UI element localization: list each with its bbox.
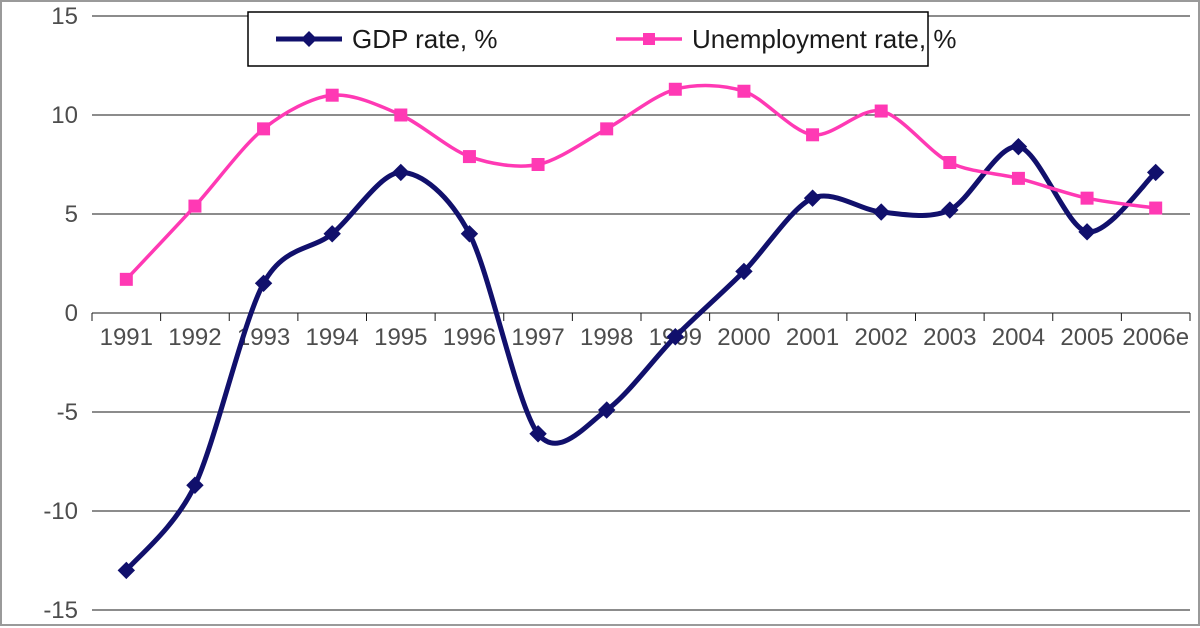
unemp-marker	[944, 157, 956, 169]
unemp-marker	[807, 129, 819, 141]
x-tick-label: 1998	[580, 324, 633, 351]
x-tick-label: 2000	[717, 324, 770, 351]
x-tick-label: 2006e	[1122, 324, 1189, 351]
unemp-marker	[875, 105, 887, 117]
y-tick-label: -10	[43, 498, 78, 525]
x-tick-label: 2005	[1060, 324, 1113, 351]
legend-swatch-marker	[643, 33, 655, 45]
legend-label: Unemployment rate, %	[692, 24, 956, 54]
x-tick-label: 1991	[100, 324, 153, 351]
x-tick-label: 1994	[305, 324, 358, 351]
x-axis-labels: 1991199219931994199519961997199819992000…	[92, 313, 1190, 351]
unemp-marker	[601, 123, 613, 135]
x-tick-label: 1996	[443, 324, 496, 351]
y-tick-label: -5	[57, 399, 78, 426]
unemp-marker	[120, 273, 132, 285]
x-tick-label: 2001	[786, 324, 839, 351]
gdp-marker	[393, 164, 409, 180]
unemp-marker	[669, 83, 681, 95]
x-tick-label: 2002	[854, 324, 907, 351]
unemp-marker	[326, 89, 338, 101]
y-tick-label: 5	[65, 201, 78, 228]
unemp-marker	[395, 109, 407, 121]
unemp-marker	[532, 159, 544, 171]
legend-label: GDP rate, %	[352, 24, 497, 54]
chart-container: -15-10-5051015 1991199219931994199519961…	[0, 0, 1200, 626]
gdp-line	[126, 147, 1155, 571]
unemp-marker	[258, 123, 270, 135]
x-tick-label: 2004	[992, 324, 1045, 351]
y-axis-labels: -15 -10 -5 0 5 10 15	[43, 3, 78, 624]
gdp-marker	[873, 204, 889, 220]
x-tick-label: 1995	[374, 324, 427, 351]
unemp-marker	[738, 85, 750, 97]
y-tick-label: 15	[51, 3, 78, 30]
x-tick-label: 2003	[923, 324, 976, 351]
y-tick-label: -15	[43, 597, 78, 624]
unemp-marker	[1150, 202, 1162, 214]
unemp-marker	[189, 200, 201, 212]
line-chart: -15-10-5051015 1991199219931994199519961…	[2, 2, 1200, 628]
y-tick-label: 10	[51, 102, 78, 129]
unemp-marker	[1081, 192, 1093, 204]
y-tick-label: 0	[65, 300, 78, 327]
x-tick-label: 1992	[168, 324, 221, 351]
unemp-marker	[1012, 172, 1024, 184]
x-tick-label: 1997	[511, 324, 564, 351]
unemp-marker	[463, 151, 475, 163]
legend: GDP rate, % Unemployment rate, %	[248, 12, 956, 66]
